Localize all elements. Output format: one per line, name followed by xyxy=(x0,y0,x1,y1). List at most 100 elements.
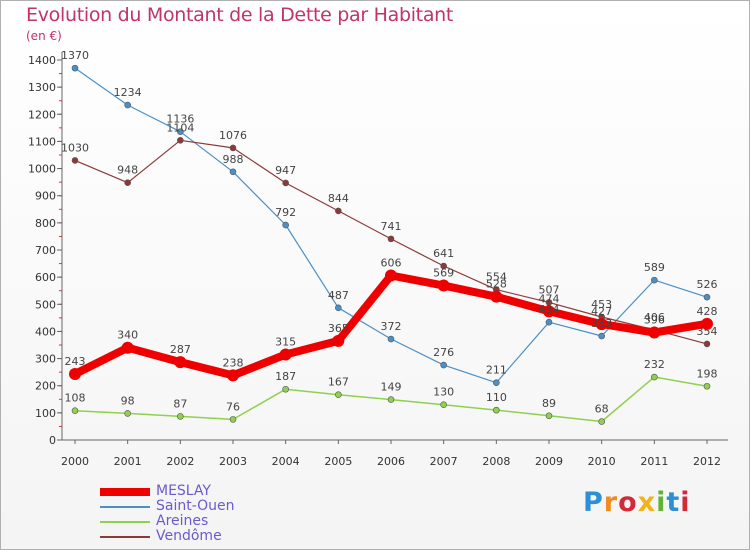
data-label-vend-me: 453 xyxy=(591,298,612,311)
y-tick-label: 400 xyxy=(35,325,56,338)
point-areines xyxy=(545,412,553,420)
data-label-areines: 130 xyxy=(433,386,454,399)
data-label-saint-ouen: 1234 xyxy=(114,86,142,99)
data-label-areines: 89 xyxy=(542,397,556,410)
legend: MESLAY Saint-Ouen Areines Vendôme xyxy=(100,484,235,544)
point-meslay xyxy=(332,334,345,347)
data-label-meslay: 238 xyxy=(223,356,244,369)
data-label-areines: 98 xyxy=(121,394,135,407)
logo-letter: t xyxy=(666,487,681,518)
x-tick-label: 2001 xyxy=(114,455,142,468)
point-vend-me xyxy=(387,235,395,243)
legend-swatch xyxy=(100,505,150,508)
data-label-areines: 68 xyxy=(595,403,609,416)
unit-label: (en €) xyxy=(26,29,62,43)
point-meslay xyxy=(543,305,555,318)
data-label-saint-ouen: 988 xyxy=(223,153,244,166)
point-vend-me xyxy=(71,157,79,164)
x-tick-label: 2003 xyxy=(219,455,247,468)
x-tick-label: 2007 xyxy=(430,455,458,468)
point-meslay xyxy=(490,290,503,303)
point-vend-me xyxy=(335,207,342,215)
point-meslay xyxy=(121,341,134,354)
point-vend-me xyxy=(229,144,237,152)
point-saint-ouen xyxy=(598,332,605,340)
y-tick-label: 600 xyxy=(35,271,56,284)
data-label-areines: 187 xyxy=(275,370,296,383)
data-labels: 243 340 287 238 315 365 606 569 528 474 427 396 428 1… xyxy=(61,49,718,415)
point-areines xyxy=(71,407,79,414)
data-label-meslay: 428 xyxy=(697,305,718,318)
point-meslay xyxy=(385,269,397,282)
y-tick-label: 500 xyxy=(35,298,56,311)
data-label-saint-ouen: 211 xyxy=(486,364,507,377)
series-points xyxy=(69,64,713,425)
data-label-meslay: 396 xyxy=(644,314,665,327)
data-label-saint-ouen: 792 xyxy=(275,206,296,219)
data-label-vend-me: 507 xyxy=(539,283,560,296)
x-tick-label: 2002 xyxy=(166,455,194,468)
data-label-vend-me: 1076 xyxy=(219,129,247,142)
data-label-meslay: 474 xyxy=(539,292,560,305)
y-tick-label: 1400 xyxy=(28,54,56,67)
data-label-vend-me: 1030 xyxy=(61,141,89,154)
data-label-meslay: 340 xyxy=(117,329,138,342)
point-saint-ouen xyxy=(387,335,395,343)
data-label-vend-me: 1104 xyxy=(166,121,194,134)
point-saint-ouen xyxy=(71,64,79,72)
data-label-meslay: 243 xyxy=(65,355,86,368)
y-tick-label: 300 xyxy=(35,353,56,366)
proxiti-logo: Proxiti xyxy=(583,487,691,518)
x-tick-label: 2009 xyxy=(535,455,563,468)
point-areines xyxy=(177,413,184,420)
logo-letter: o xyxy=(618,487,638,518)
y-tick-label: 900 xyxy=(35,190,56,203)
data-label-saint-ouen: 526 xyxy=(697,278,718,291)
data-label-vend-me: 844 xyxy=(328,192,349,205)
logo-letter: r xyxy=(603,487,619,518)
y-tick-label: 200 xyxy=(35,380,56,393)
x-tick-label: 2012 xyxy=(693,455,721,468)
point-saint-ouen xyxy=(282,221,289,229)
point-saint-ouen xyxy=(177,128,184,135)
data-label-saint-ouen: 487 xyxy=(328,289,349,302)
chart-title: Evolution du Montant de la Dette par Hab… xyxy=(26,4,454,26)
legend-item-meslay: MESLAY xyxy=(100,484,235,499)
data-label-saint-ouen: 1136 xyxy=(166,113,194,126)
point-meslay xyxy=(279,348,292,361)
point-saint-ouen xyxy=(545,318,553,326)
point-areines xyxy=(124,410,131,417)
legend-swatch xyxy=(100,487,150,496)
point-meslay xyxy=(595,318,608,331)
point-meslay xyxy=(701,317,713,330)
legend-label: MESLAY xyxy=(156,483,211,499)
legend-item-saint-ouen: Saint-Ouen xyxy=(100,499,235,514)
legend-swatch xyxy=(100,535,150,538)
data-label-saint-ouen: 383 xyxy=(591,317,612,330)
point-areines xyxy=(493,406,500,414)
data-label-meslay: 528 xyxy=(486,278,507,291)
point-vend-me xyxy=(282,179,289,187)
y-tick-label: 1200 xyxy=(28,108,56,121)
data-label-vend-me: 741 xyxy=(381,220,402,233)
data-label-saint-ouen: 276 xyxy=(433,346,454,359)
point-meslay xyxy=(174,356,187,369)
legend-label: Areines xyxy=(156,513,209,529)
point-areines xyxy=(598,418,605,425)
point-meslay xyxy=(437,279,450,292)
data-label-vend-me: 354 xyxy=(697,325,718,338)
point-saint-ouen xyxy=(335,304,342,312)
logo-letter: i xyxy=(680,487,691,518)
y-tick-label: 1300 xyxy=(28,81,56,94)
point-vend-me xyxy=(177,137,184,144)
point-areines xyxy=(229,416,237,423)
data-label-areines: 149 xyxy=(381,381,402,394)
point-areines xyxy=(387,396,395,403)
point-saint-ouen xyxy=(229,168,237,176)
x-tick-label: 2008 xyxy=(482,455,510,468)
point-saint-ouen xyxy=(703,293,711,301)
data-label-areines: 110 xyxy=(486,391,507,404)
point-saint-ouen xyxy=(651,276,658,284)
y-tick-label: 800 xyxy=(35,217,56,230)
